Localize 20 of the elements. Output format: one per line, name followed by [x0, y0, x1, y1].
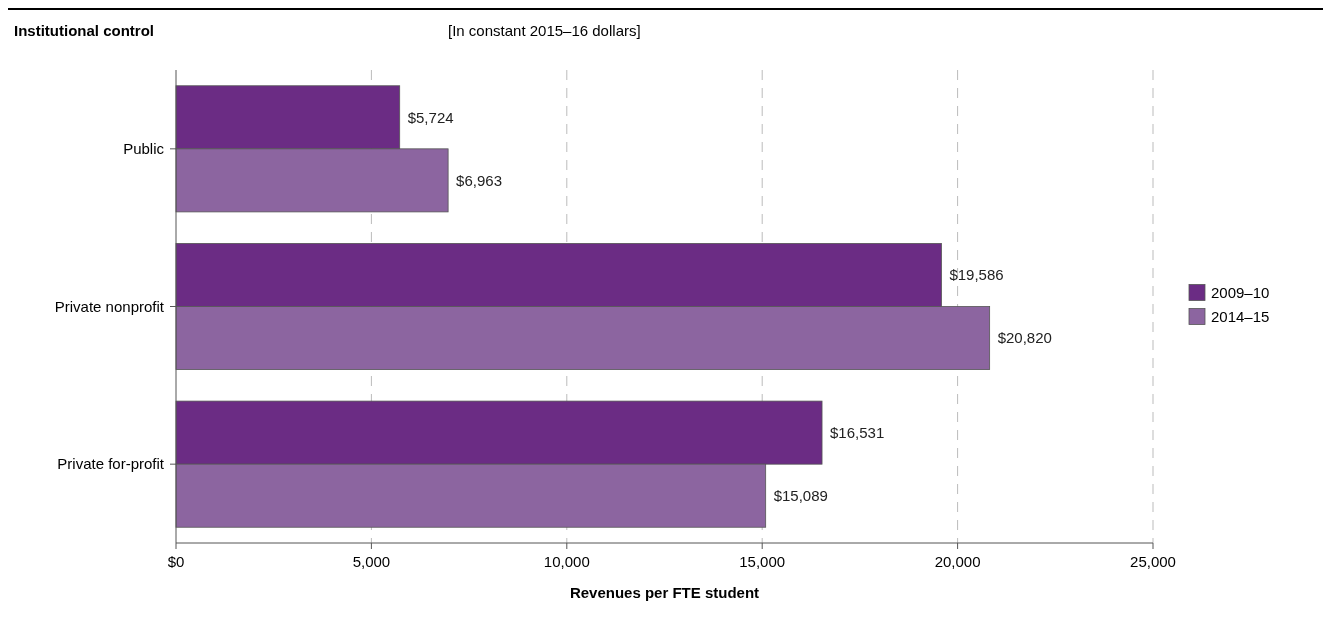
y-tick-label: Private for-profit	[57, 455, 165, 473]
x-tick-label: 10,000	[543, 553, 590, 570]
y-axis-title: Institutional control	[14, 22, 154, 39]
y-tick-label: Private nonprofit	[54, 297, 165, 315]
data-label: $6,963	[456, 171, 502, 189]
data-label: $15,089	[773, 486, 828, 504]
legend-label: 2009–10	[1211, 283, 1270, 301]
x-tick-label: 5,000	[352, 553, 391, 570]
x-tick-label: $0	[167, 553, 185, 570]
chart-subtitle: [In constant 2015–16 dollars]	[448, 22, 641, 39]
y-tick-label: Public	[123, 140, 165, 158]
x-tick-label: 15,000	[739, 553, 786, 570]
x-tick-label: 20,000	[934, 553, 981, 570]
data-label: $16,531	[830, 423, 885, 441]
data-label: $5,724	[407, 108, 454, 126]
x-axis-title: Revenues per FTE student	[569, 584, 760, 601]
data-label: $19,586	[949, 266, 1004, 284]
legend-label: 2014–15	[1211, 307, 1270, 325]
data-label: $20,820	[997, 329, 1052, 347]
x-tick-label: 25,000	[1130, 553, 1176, 570]
